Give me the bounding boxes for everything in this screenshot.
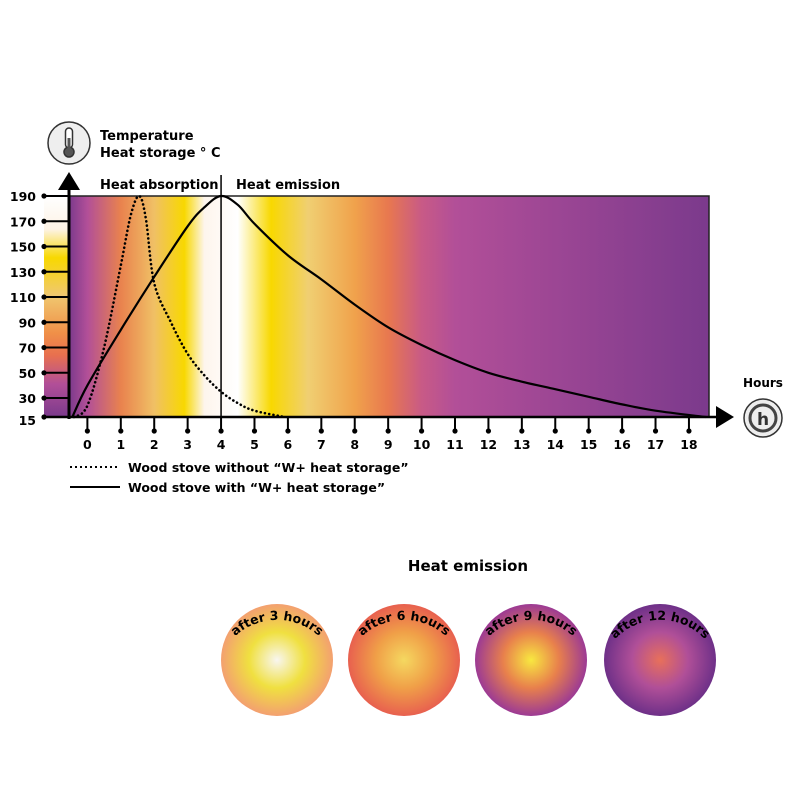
y-tick-label: 90 — [19, 315, 37, 330]
y-tick-dot — [41, 414, 47, 420]
x-tick-label: 8 — [350, 437, 359, 452]
legend: Wood stove without “W+ heat storage” Woo… — [70, 460, 409, 495]
legend-label-without: Wood stove without “W+ heat storage” — [128, 460, 409, 475]
x-tick-dot — [185, 428, 191, 434]
x-tick-dot — [318, 428, 324, 434]
legend-label-with: Wood stove with “W+ heat storage” — [128, 480, 385, 495]
x-tick-label: 3 — [183, 437, 192, 452]
x-tick-dot — [251, 428, 258, 434]
x-tick-label: 10 — [413, 437, 431, 452]
x-tick-label: 5 — [250, 437, 259, 452]
y-tick-dot — [41, 370, 47, 376]
y-tick-dot — [41, 344, 47, 351]
x-tick-dot — [352, 428, 358, 434]
y-tick-dot — [41, 395, 47, 401]
x-tick-dot — [586, 428, 592, 434]
y-tick-label: 130 — [10, 265, 36, 280]
x-tick-dot — [218, 428, 224, 434]
x-tick-dot — [118, 428, 124, 434]
x-tick-label: 18 — [680, 437, 697, 452]
emission-circle — [221, 604, 333, 716]
x-tick-dot — [519, 428, 525, 434]
x-tick-label: 13 — [513, 437, 530, 452]
x-tick-label: 12 — [480, 437, 497, 452]
x-tick-dot — [552, 428, 558, 434]
hours-clock-icon: h — [743, 398, 783, 438]
y-tick-dot — [41, 294, 47, 300]
y-tick-label: 15 — [19, 413, 36, 428]
x-tick-label: 15 — [580, 437, 597, 452]
y-tick-label: 170 — [10, 214, 36, 229]
x-tick-dot — [485, 428, 492, 434]
x-axis-arrow-icon — [716, 406, 734, 428]
plot-area-heat-gradient — [68, 195, 710, 418]
x-tick-dot — [686, 428, 692, 434]
emission-title: Heat emission — [408, 557, 528, 575]
y-axis-color-strip — [44, 196, 69, 417]
x-tick-dot — [151, 428, 157, 434]
y-axis-title-line1: Temperature — [100, 129, 194, 144]
y-tick-label: 50 — [19, 366, 37, 381]
x-tick-label: 14 — [547, 437, 565, 452]
x-tick-dot — [652, 428, 659, 434]
x-tick-label: 1 — [116, 437, 125, 452]
y-tick-label: 30 — [19, 391, 37, 406]
x-tick-label: 0 — [83, 437, 92, 452]
series-line-without-storage — [72, 194, 286, 419]
series-line-with-storage — [71, 194, 706, 419]
phase-label-absorption: Heat absorption — [100, 178, 219, 193]
y-tick-dot — [41, 269, 47, 275]
x-tick-label: 2 — [150, 437, 159, 452]
x-tick-dot — [285, 428, 291, 434]
y-tick-label: 190 — [10, 189, 36, 204]
y-tick-dot — [41, 319, 47, 325]
x-tick-label: 4 — [217, 437, 226, 452]
svg-text:h: h — [757, 410, 769, 430]
y-axis-title-line2: Heat storage ° C — [100, 146, 221, 161]
x-tick-dot — [452, 428, 458, 434]
x-tick-label: 11 — [446, 437, 463, 452]
x-tick-label: 9 — [384, 437, 393, 452]
emission-circle — [604, 604, 716, 716]
y-tick-dot — [41, 193, 47, 199]
x-tick-dot — [619, 428, 625, 434]
x-axis-title: Hours — [743, 376, 783, 390]
y-tick-label: 70 — [19, 341, 37, 356]
y-axis-arrow-icon — [58, 172, 80, 190]
thermometer-icon — [47, 121, 91, 165]
x-tick-label: 7 — [317, 437, 326, 452]
y-tick-dot — [41, 243, 47, 250]
y-tick-label: 150 — [10, 240, 36, 255]
x-tick-label: 6 — [284, 437, 293, 452]
phase-label-emission: Heat emission — [236, 178, 340, 193]
x-tick-label: 16 — [613, 437, 631, 452]
emission-circle — [475, 604, 587, 716]
x-tick-label: 17 — [647, 437, 664, 452]
x-tick-dot — [84, 428, 90, 434]
x-tick-dot — [385, 428, 391, 434]
x-tick-dot — [418, 428, 425, 434]
emission-circle — [348, 604, 460, 716]
y-tick-dot — [41, 218, 47, 224]
y-tick-label: 110 — [10, 290, 36, 305]
